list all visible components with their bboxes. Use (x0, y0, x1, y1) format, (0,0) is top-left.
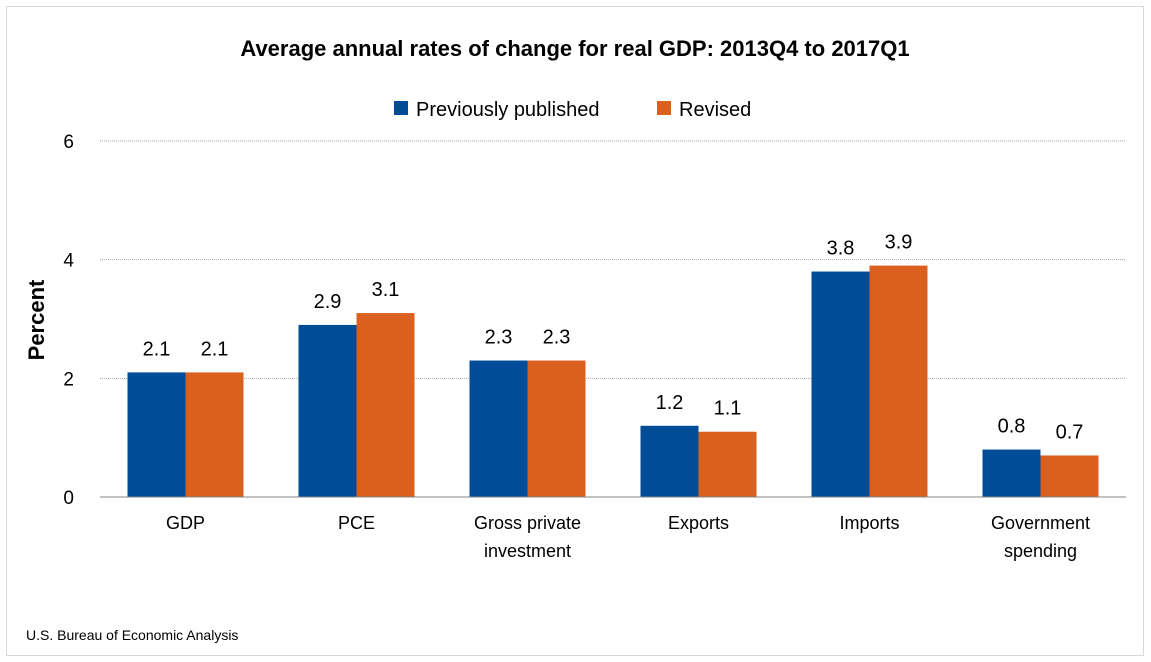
bar-previously-published (127, 372, 186, 497)
bar-previously-published (298, 324, 357, 497)
y-tick-label: 0 (63, 488, 74, 509)
x-category-label: GDP (166, 513, 205, 533)
x-category-label: Gross private (474, 513, 581, 533)
x-category-label: PCE (338, 513, 375, 533)
x-axis-categories: GDP PCE Gross private investment Exports Impo… (166, 513, 1090, 561)
bar-revised (356, 313, 415, 497)
data-label: 2.3 (543, 327, 571, 349)
legend-label: Revised (679, 99, 751, 121)
y-tick-label: 2 (63, 369, 74, 390)
source-note: U.S. Bureau of Economic Analysis (26, 627, 238, 643)
data-label: 2.3 (485, 327, 513, 349)
bar-previously-published (469, 360, 528, 497)
gridlines (100, 140, 1126, 379)
x-category-label: spending (1004, 541, 1077, 561)
x-category-label: Exports (668, 513, 729, 533)
bar-revised (527, 360, 586, 497)
legend: Previously published Revised (394, 99, 751, 121)
data-label: 1.1 (714, 398, 742, 420)
y-axis-ticks: 0 2 4 6 (63, 132, 74, 509)
bar-revised (698, 431, 757, 497)
data-label: 2.1 (143, 338, 171, 360)
data-label: 3.8 (827, 238, 855, 260)
data-label: 2.9 (314, 291, 342, 313)
y-tick-label: 4 (63, 251, 74, 272)
chart-title: Average annual rates of change for real … (240, 36, 909, 61)
data-label: 2.1 (201, 338, 229, 360)
x-category-label: Government (991, 513, 1090, 533)
bar-revised (869, 265, 928, 497)
data-label: 0.7 (1056, 421, 1084, 443)
bar-previously-published (640, 425, 699, 497)
data-label: 3.9 (885, 232, 913, 254)
bar-revised (1040, 455, 1099, 497)
bar-revised (185, 372, 244, 497)
x-category-label: investment (484, 541, 571, 561)
bar-previously-published (811, 271, 870, 497)
bar-previously-published (982, 449, 1041, 497)
data-label: 3.1 (372, 279, 400, 301)
bars (127, 265, 1099, 497)
legend-swatch (657, 101, 671, 115)
x-category-label: Imports (839, 513, 899, 533)
y-axis-label: Percent (24, 279, 49, 360)
data-label: 1.2 (656, 392, 684, 414)
data-labels: 2.1 2.1 2.9 3.1 2.3 2.3 1.2 1.1 3.8 3.9 0.8 0.7 (143, 232, 1084, 444)
y-tick-label: 6 (63, 132, 74, 153)
legend-label: Previously published (416, 99, 599, 121)
legend-swatch (394, 101, 408, 115)
chart-frame (6, 6, 1144, 656)
data-label: 0.8 (998, 416, 1026, 438)
